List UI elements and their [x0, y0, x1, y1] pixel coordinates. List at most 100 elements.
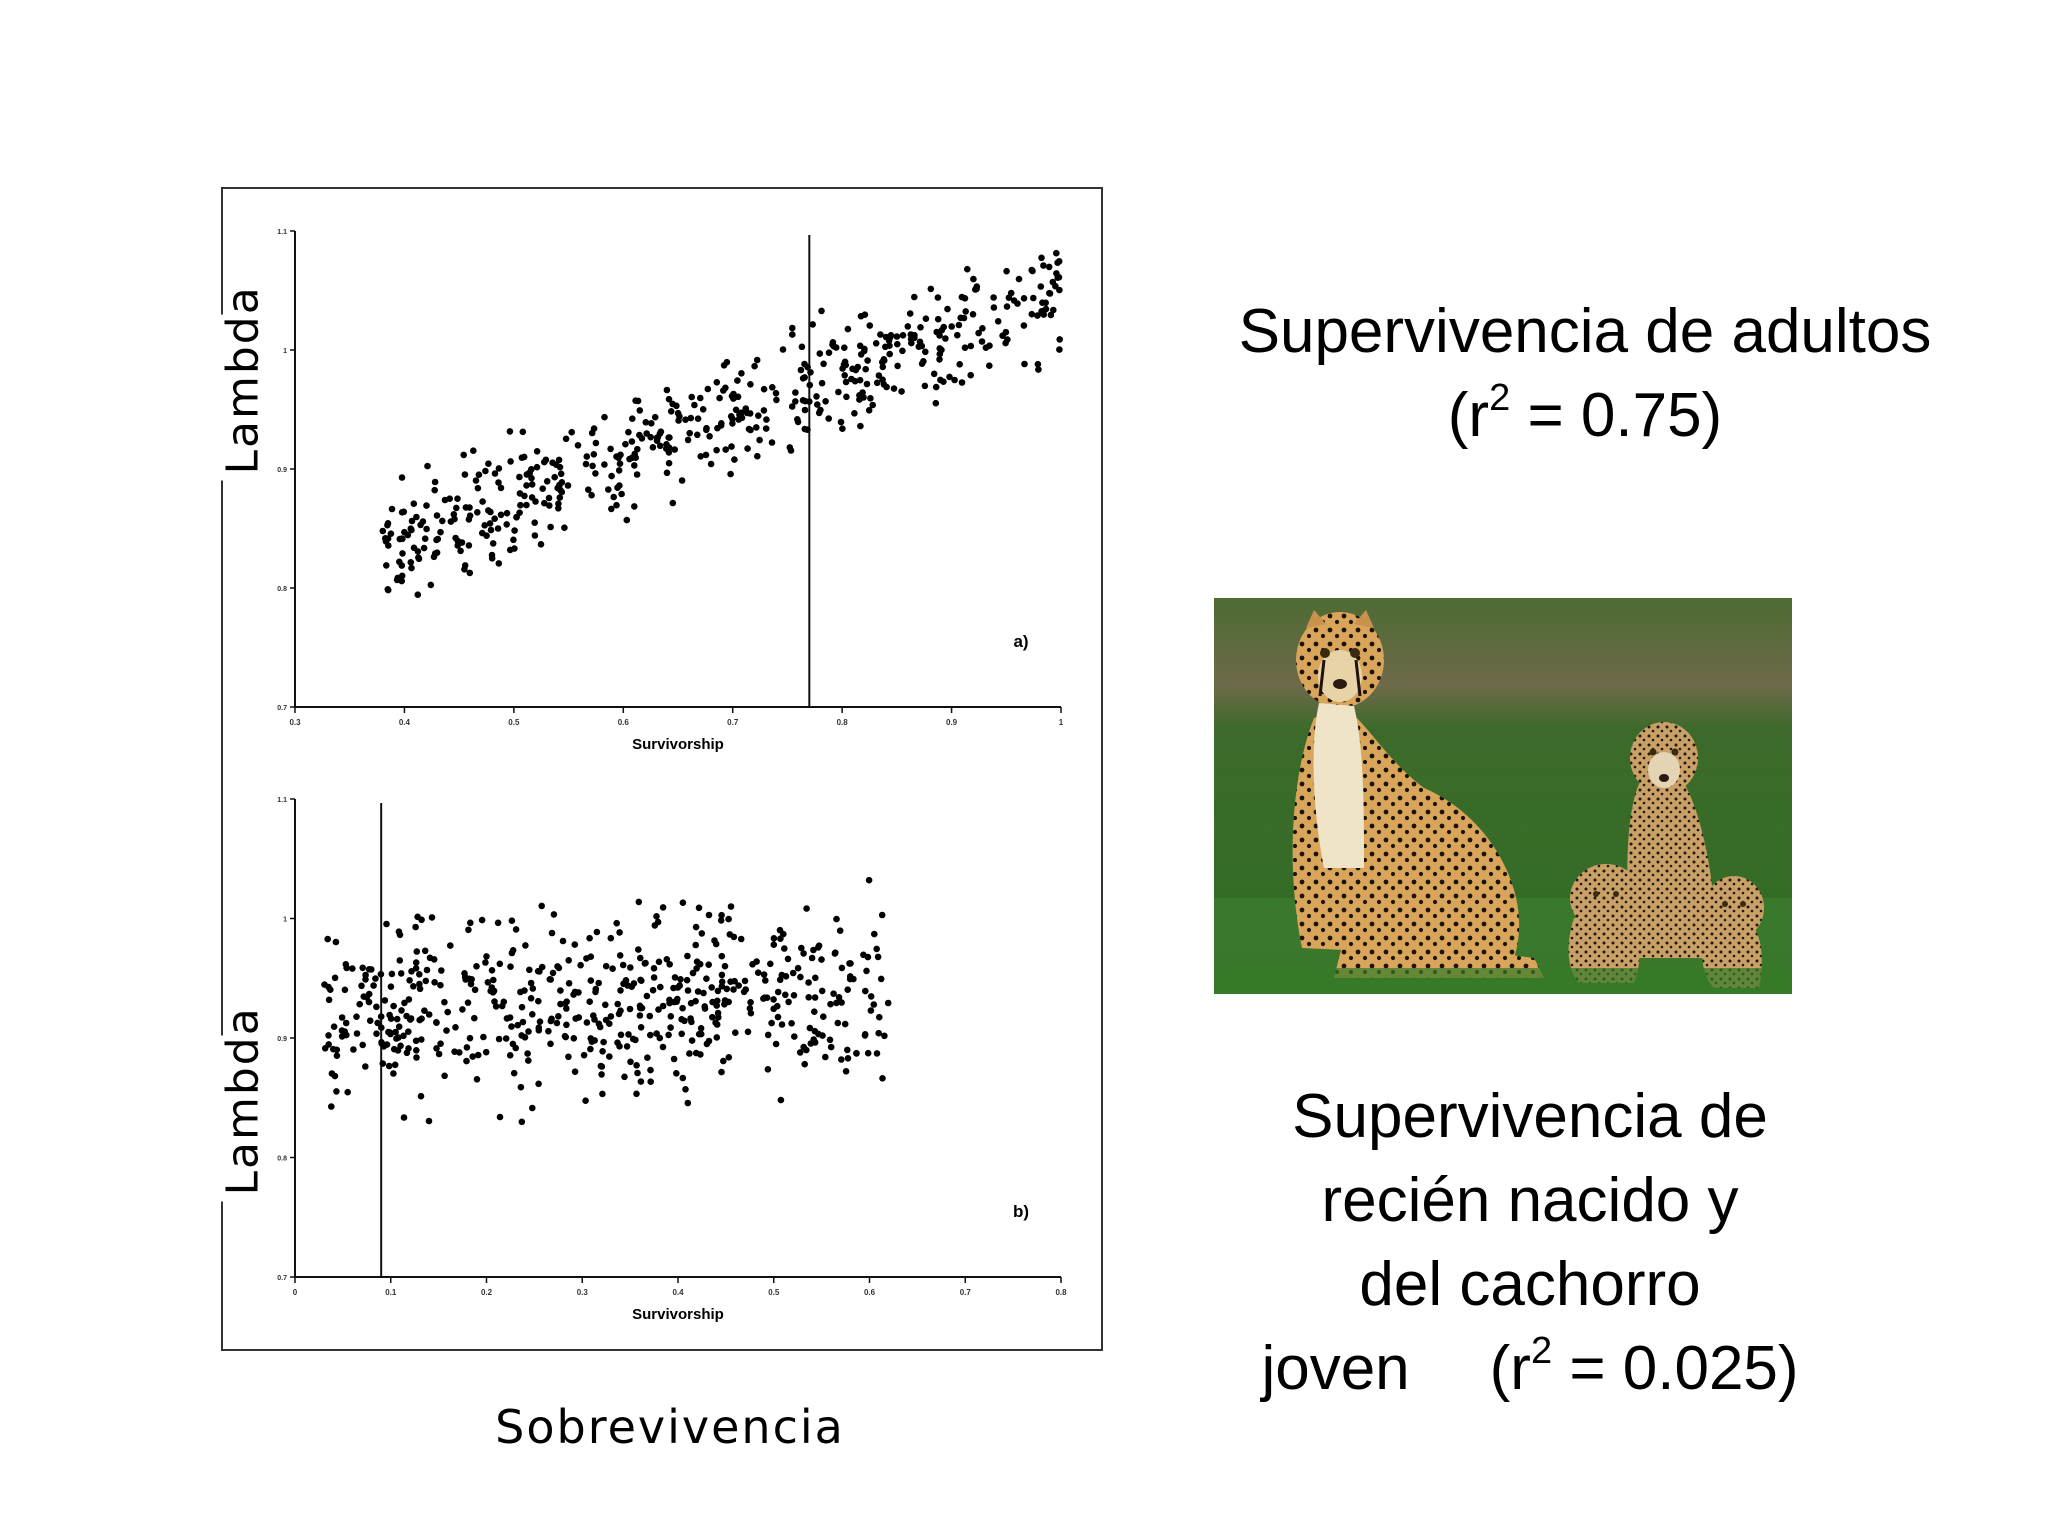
- data-point: [838, 999, 845, 1006]
- data-point: [665, 459, 673, 467]
- data-point: [958, 293, 966, 301]
- data-point: [770, 996, 777, 1003]
- data-point: [794, 418, 802, 426]
- data-point: [655, 1006, 662, 1013]
- data-point: [489, 540, 497, 547]
- data-point: [617, 987, 624, 994]
- data-point: [420, 544, 428, 552]
- data-point: [788, 403, 796, 410]
- data-point: [967, 342, 975, 350]
- data-point: [762, 425, 770, 432]
- data-point: [760, 407, 768, 414]
- data-point: [874, 953, 882, 961]
- data-point: [699, 406, 707, 413]
- r2-value: = 0.025): [1552, 1334, 1799, 1403]
- data-point: [665, 1031, 672, 1039]
- data-point: [606, 1020, 613, 1027]
- data-point: [408, 517, 416, 525]
- data-point: [705, 961, 712, 968]
- data-point: [433, 1019, 440, 1026]
- data-point: [834, 1019, 842, 1027]
- data-point: [713, 1034, 721, 1041]
- data-point: [507, 458, 514, 465]
- data-point: [463, 1044, 471, 1051]
- data-point: [700, 989, 707, 997]
- data-point: [720, 1057, 727, 1065]
- data-point: [777, 1096, 785, 1104]
- data-point: [784, 955, 792, 963]
- data-point: [385, 1062, 393, 1070]
- data-point: [471, 1014, 478, 1022]
- data-point: [485, 460, 492, 468]
- data-point: [789, 969, 797, 977]
- data-point: [562, 1033, 569, 1041]
- data-point: [723, 985, 731, 993]
- data-point: [635, 946, 642, 953]
- data-point: [553, 1019, 561, 1027]
- data-point: [592, 439, 600, 447]
- data-point: [469, 1053, 476, 1060]
- data-point: [830, 990, 837, 997]
- data-point: [899, 332, 907, 339]
- data-point: [416, 1016, 423, 1024]
- data-point: [732, 406, 740, 414]
- data-point: [373, 1003, 380, 1011]
- data-point: [806, 1024, 814, 1032]
- data-point: [809, 321, 816, 328]
- data-point: [721, 962, 729, 970]
- data-point: [740, 988, 748, 996]
- data-point: [575, 989, 582, 996]
- data-point: [466, 569, 474, 577]
- data-point: [692, 1049, 700, 1057]
- data-point: [341, 1028, 348, 1035]
- data-point: [702, 451, 710, 459]
- data-point: [728, 443, 735, 450]
- data-point: [671, 974, 679, 981]
- data-point: [656, 442, 664, 450]
- data-point: [760, 995, 767, 1002]
- data-point: [768, 439, 776, 446]
- caption-adult-survival: Supervivencia de adultos (r2 = 0.75): [1160, 290, 2010, 458]
- data-point: [407, 559, 415, 566]
- data-point: [474, 484, 482, 492]
- data-point: [480, 1033, 487, 1041]
- data-point: [697, 1025, 705, 1032]
- data-point: [1055, 274, 1063, 281]
- data-point: [653, 437, 661, 444]
- data-point: [473, 963, 480, 970]
- data-point: [944, 305, 951, 313]
- data-point: [556, 481, 563, 489]
- data-point: [450, 511, 458, 518]
- data-point: [861, 1032, 869, 1039]
- data-point: [1021, 360, 1028, 368]
- data-point: [492, 1003, 500, 1010]
- data-point: [830, 343, 838, 350]
- data-point: [778, 1021, 786, 1028]
- data-point: [718, 1068, 725, 1076]
- data-point: [831, 950, 839, 957]
- data-point: [667, 1024, 674, 1031]
- data-point: [841, 1020, 849, 1028]
- data-point: [835, 388, 842, 396]
- data-point: [482, 959, 489, 966]
- data-point: [934, 315, 942, 323]
- data-point: [495, 465, 503, 472]
- data-point: [405, 996, 413, 1003]
- data-point: [587, 1045, 594, 1053]
- data-point: [876, 1013, 883, 1021]
- data-point: [390, 1045, 398, 1053]
- data-point: [990, 294, 997, 301]
- data-point: [936, 345, 943, 352]
- r2-value: = 0.75): [1510, 381, 1723, 450]
- data-point: [906, 310, 914, 317]
- data-point: [538, 963, 546, 971]
- data-point: [676, 982, 683, 989]
- data-point: [383, 1041, 391, 1048]
- data-point: [447, 942, 454, 949]
- data-point: [741, 977, 749, 985]
- data-point: [541, 458, 548, 466]
- data-point: [408, 564, 415, 572]
- data-point: [982, 344, 990, 351]
- data-point: [785, 998, 792, 1006]
- x-axis-label-sobrevivencia: Sobrevivencia: [495, 1400, 845, 1454]
